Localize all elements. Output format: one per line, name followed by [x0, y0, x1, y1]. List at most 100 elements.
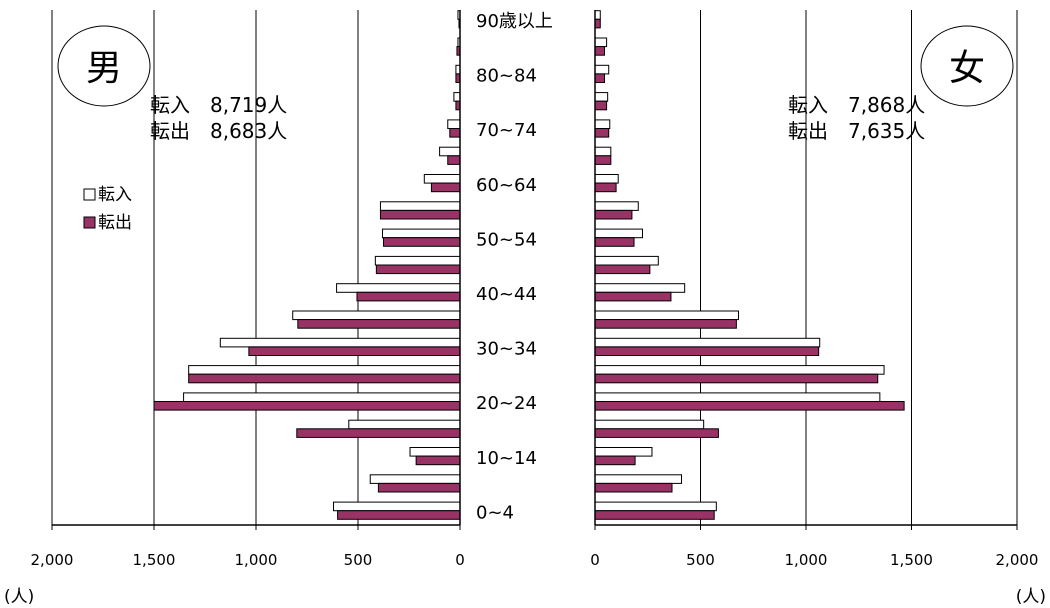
- female-bar-out: [594, 482, 673, 493]
- age-group-label: 50~54: [476, 229, 537, 250]
- male-bar-in: [348, 419, 461, 430]
- female-bar-in: [594, 474, 683, 484]
- legend-out-swatch: [83, 216, 96, 229]
- female-bar-out: [594, 182, 617, 193]
- male-out-total: 転出 8,683人: [150, 119, 287, 143]
- legend: 転入 転出: [83, 185, 132, 233]
- female-bar-out: [594, 510, 715, 520]
- female-bar-out: [594, 319, 737, 329]
- age-group-label: 80~84: [476, 66, 537, 87]
- female-bar-out: [594, 46, 605, 56]
- male-bar-in: [409, 447, 461, 457]
- male-tick-labels: 2,000 1,500 1,000 500 0: [31, 525, 465, 569]
- male-gridlines: [51, 10, 359, 525]
- female-bar-out: [594, 455, 636, 466]
- female-bar-in: [594, 283, 686, 293]
- female-tick-label: 1,500: [890, 551, 933, 569]
- male-bars: [153, 10, 461, 520]
- female-bar-in: [594, 10, 601, 20]
- male-bar-in: [379, 201, 461, 211]
- female-bar-in: [594, 201, 639, 211]
- male-bar-in: [333, 501, 461, 512]
- female-bar-out: [594, 291, 672, 302]
- male-bar-out: [449, 128, 461, 138]
- age-group-label: 20~24: [476, 393, 537, 414]
- female-bar-in: [594, 64, 610, 75]
- male-bar-out: [296, 428, 461, 438]
- female-tick-labels: 0 500 1,000 1,500 2,000: [590, 525, 1038, 569]
- female-unit-label: (人): [1016, 587, 1046, 607]
- age-group-label: 90歳以上: [476, 11, 553, 32]
- male-bar-in: [292, 310, 461, 321]
- male-tick-label: 500: [344, 551, 373, 569]
- male-in-total: 転入 8,719人: [150, 93, 287, 117]
- female-bar-in: [594, 501, 717, 512]
- female-bar-out: [594, 373, 879, 384]
- male-label: 男: [86, 48, 122, 89]
- female-panel: 0 500 1,000 1,500 2,000 女 転入 7,868人 転出 7,635…: [590, 10, 1046, 607]
- legend-out-label: 転出: [98, 213, 132, 233]
- female-bar-in: [594, 447, 653, 457]
- female-label: 女: [949, 48, 985, 89]
- male-bar-in: [374, 255, 461, 266]
- female-tick-label: 500: [686, 551, 715, 569]
- male-bar-in: [369, 474, 461, 484]
- male-bar-out: [379, 209, 461, 220]
- male-bar-out: [383, 237, 461, 247]
- male-panel: 2,000 1,500 1,000 500 0 男 転入 8,719人 転出 8,683…: [4, 10, 465, 607]
- male-bar-in: [336, 283, 461, 293]
- female-label-circle: [920, 25, 1014, 107]
- male-bar-in: [219, 337, 461, 348]
- age-group-label: 0~4: [476, 502, 514, 523]
- female-bar-in: [594, 174, 619, 184]
- age-group-label: 10~14: [476, 448, 537, 469]
- female-bars: [594, 10, 905, 520]
- male-bar-out: [377, 482, 461, 493]
- age-group-label: 40~44: [476, 284, 537, 305]
- age-group-labels: 0~4 10~14 20~24 30~34 40~44 50~54 60~64 70~74 80…: [476, 11, 553, 523]
- male-bar-in: [381, 228, 461, 239]
- female-bar-in: [594, 146, 612, 157]
- female-bar-in: [594, 119, 611, 130]
- female-bar-in: [594, 419, 705, 430]
- female-bar-in: [594, 255, 659, 266]
- female-tick-label: 2,000: [996, 551, 1039, 569]
- female-bar-in: [594, 337, 821, 348]
- male-bar-out: [153, 401, 461, 411]
- female-bar-out: [594, 209, 633, 220]
- age-group-label: 30~34: [476, 339, 537, 360]
- female-bar-out: [594, 155, 612, 165]
- female-in-total: 転入 7,868人: [788, 93, 925, 117]
- male-bar-in: [423, 174, 461, 184]
- female-bar-in: [594, 392, 881, 402]
- male-tick-label: 1,000: [235, 551, 278, 569]
- male-bar-out: [297, 319, 461, 329]
- male-bar-in: [183, 392, 461, 402]
- female-bar-in: [594, 92, 609, 102]
- male-bar-out: [415, 455, 461, 466]
- male-bar-out: [248, 346, 461, 356]
- male-bar-in: [439, 146, 461, 157]
- age-group-label: 70~74: [476, 120, 537, 141]
- female-bar-out: [594, 401, 905, 411]
- legend-in-swatch: [83, 188, 96, 201]
- female-out-total: 転出 7,635人: [788, 119, 925, 143]
- male-tick-label: 0: [455, 551, 465, 569]
- male-tick-label: 2,000: [31, 551, 74, 569]
- female-bar-in: [594, 228, 643, 239]
- male-bar-in: [453, 92, 461, 102]
- male-label-circle: [57, 25, 151, 107]
- male-bar-in: [447, 119, 461, 130]
- female-bar-out: [594, 264, 651, 275]
- age-group-label: 60~64: [476, 175, 537, 196]
- female-bar-out: [594, 346, 820, 356]
- female-bar-out: [594, 428, 719, 438]
- female-bar-out: [594, 100, 608, 111]
- male-bar-out: [430, 182, 461, 193]
- female-bar-in: [594, 310, 739, 321]
- male-tick-label: 1,500: [133, 551, 176, 569]
- male-unit-label: (人): [4, 587, 34, 607]
- female-bar-out: [594, 18, 601, 29]
- female-tick-label: 1,000: [785, 551, 828, 569]
